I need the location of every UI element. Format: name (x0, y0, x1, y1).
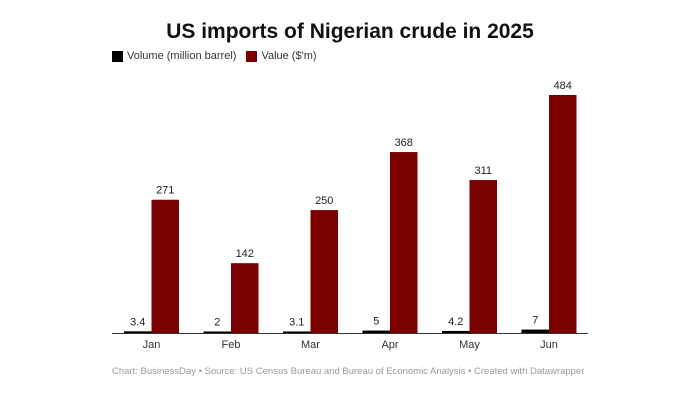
data-label-volume-jun: 7 (532, 315, 538, 327)
legend-item-volume: Volume (million barrel) (112, 50, 236, 62)
x-tick-label-jan: Jan (143, 339, 161, 351)
data-label-volume-jan: 3.4 (130, 316, 145, 328)
x-tick-label-feb: Feb (222, 339, 241, 351)
bar-volume-jan (124, 331, 152, 333)
data-label-value-feb: 142 (236, 248, 254, 260)
chart-title: US imports of Nigerian crude in 2025 (166, 20, 534, 43)
data-label-value-jan: 271 (156, 185, 174, 197)
data-label-volume-feb: 2 (214, 317, 220, 329)
legend-item-value: Value ($'m) (246, 50, 317, 62)
bar-volume-feb (203, 331, 231, 333)
data-label-volume-apr: 5 (373, 316, 379, 328)
legend-label-volume: Volume (million barrel) (127, 50, 237, 62)
data-label-value-may: 311 (474, 165, 492, 177)
bar-value-mar (310, 210, 338, 333)
bar-volume-jun (521, 329, 549, 333)
chart-footer: Chart: BusinessDay • Source: US Census B… (112, 366, 585, 377)
bar-value-jan (151, 199, 179, 333)
bar-value-apr (390, 152, 418, 333)
bar-volume-mar (283, 331, 311, 333)
legend-swatch-volume (112, 50, 123, 62)
bar-value-feb (231, 263, 259, 333)
data-label-volume-mar: 3.1 (289, 316, 304, 328)
legend-label-value: Value ($'m) (261, 50, 317, 62)
bar-volume-may (442, 330, 470, 333)
x-tick-label-may: May (459, 339, 480, 351)
x-tick-label-jun: Jun (540, 339, 558, 351)
data-label-value-mar: 250 (315, 195, 333, 207)
data-label-value-jun: 484 (554, 80, 572, 92)
bar-value-may (469, 180, 497, 333)
data-label-volume-may: 4.2 (448, 316, 463, 328)
legend: Volume (million barrel) Value ($'m) (112, 50, 317, 62)
x-tick-label-mar: Mar (301, 339, 320, 351)
data-label-value-apr: 368 (395, 137, 413, 149)
bar-value-jun (549, 95, 577, 333)
legend-swatch-value (246, 50, 258, 62)
bar-volume-apr (362, 330, 390, 333)
x-tick-label-apr: Apr (381, 339, 398, 351)
